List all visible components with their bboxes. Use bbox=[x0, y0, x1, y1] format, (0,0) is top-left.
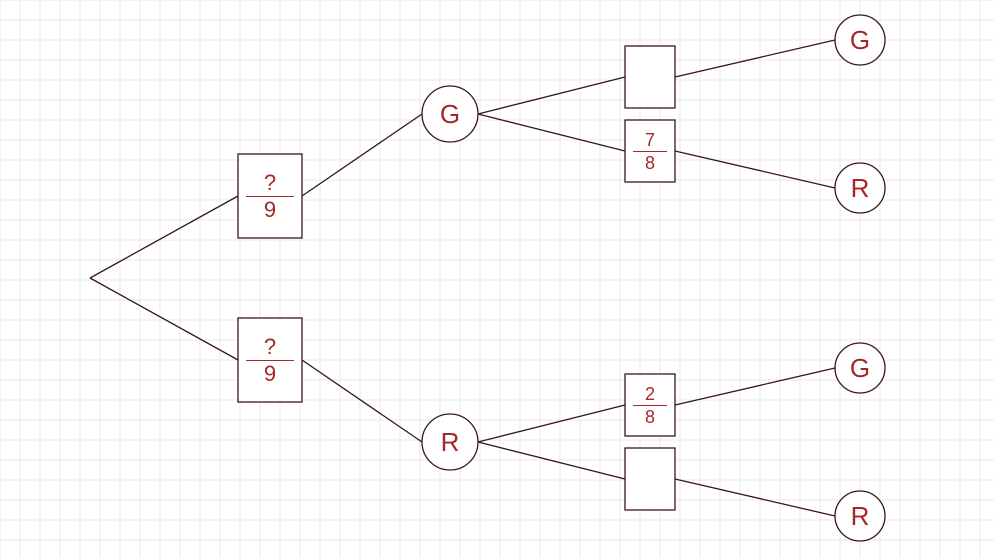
node-RG: G bbox=[835, 343, 885, 393]
node-GR: R bbox=[835, 163, 885, 213]
probability-tree-diagram: ?9?97828GRGRGR bbox=[0, 0, 994, 558]
node-G1: G bbox=[422, 86, 478, 142]
node-RR: R bbox=[835, 491, 885, 541]
fraction-numerator: ? bbox=[246, 172, 294, 196]
node-R1: R bbox=[422, 414, 478, 470]
node-label: G bbox=[850, 353, 870, 383]
background bbox=[0, 0, 994, 558]
fraction-numerator: 7 bbox=[633, 131, 667, 151]
fraction-denominator: 8 bbox=[633, 405, 667, 426]
fraction-numerator: ? bbox=[246, 336, 294, 360]
probability-box-p_RR bbox=[625, 448, 675, 510]
probability-box-p_GG bbox=[625, 46, 675, 108]
probability-box-p_G: ?9 bbox=[238, 154, 302, 238]
fraction-denominator: 9 bbox=[246, 360, 294, 385]
probability-box-p_GR: 78 bbox=[625, 120, 675, 182]
probability-box-p_RG: 28 bbox=[625, 374, 675, 436]
node-GG: G bbox=[835, 15, 885, 65]
probability-box-p_R: ?9 bbox=[238, 318, 302, 402]
fraction-denominator: 9 bbox=[246, 196, 294, 221]
node-label: R bbox=[851, 501, 870, 531]
node-label: R bbox=[441, 427, 460, 457]
fraction-numerator: 2 bbox=[633, 385, 667, 405]
node-label: G bbox=[440, 99, 460, 129]
node-label: G bbox=[850, 25, 870, 55]
fraction-denominator: 8 bbox=[633, 151, 667, 172]
node-label: R bbox=[851, 173, 870, 203]
